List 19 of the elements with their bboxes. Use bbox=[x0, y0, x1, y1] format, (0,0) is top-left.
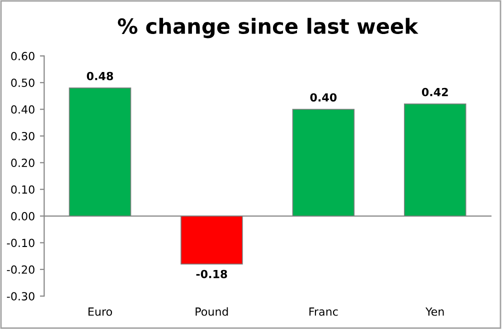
y-tick-label: -0.30 bbox=[6, 292, 34, 300]
chart-title: % change since last week bbox=[118, 18, 418, 38]
y-tick-label: 0.50 bbox=[11, 78, 34, 87]
y-tick-label: 0.10 bbox=[11, 185, 34, 194]
y-tick-label: -0.20 bbox=[6, 265, 34, 274]
y-tick-label: 0.20 bbox=[11, 158, 34, 168]
x-tick-label: Franc bbox=[309, 308, 338, 316]
x-tick-label: Pound bbox=[196, 307, 228, 316]
y-tick-label: 0.40 bbox=[11, 105, 34, 114]
y-tick-label: -0.10 bbox=[6, 238, 34, 248]
data-label: 0.42 bbox=[422, 88, 448, 96]
data-label: -0.18 bbox=[196, 270, 228, 278]
y-tick-label: 0.60 bbox=[11, 52, 34, 60]
x-tick-label: Euro bbox=[88, 308, 112, 316]
y-tick-label: 0.30 bbox=[11, 132, 34, 140]
y-tick-label: 0.00 bbox=[11, 212, 34, 220]
data-label: 0.40 bbox=[310, 93, 337, 102]
data-label: 0.48 bbox=[86, 72, 114, 80]
x-tick-label: Yen bbox=[425, 308, 444, 316]
